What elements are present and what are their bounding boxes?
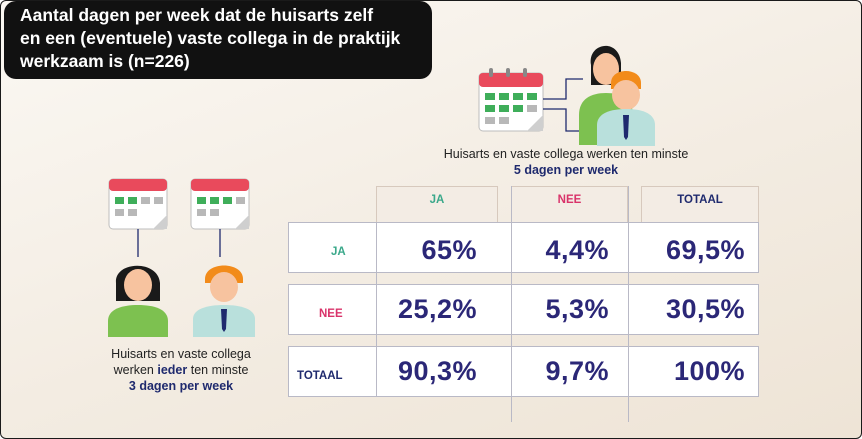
calendar-icon xyxy=(108,178,168,230)
top-caption-line-2: 5 dagen per week xyxy=(513,163,619,177)
top-caption-line-1: Huisarts en vaste collega werken ten min… xyxy=(443,147,689,161)
column-header-nee-label: NEE xyxy=(557,194,582,206)
left-caption-post: ten minste xyxy=(187,363,249,377)
top-caption: Huisarts en vaste collega werken ten min… xyxy=(441,146,691,178)
male-doctor-icon xyxy=(597,71,655,146)
connector-line xyxy=(543,78,583,100)
column-header-ja-label: JA xyxy=(429,194,445,206)
doctors-two-calendars-illustration xyxy=(108,178,255,337)
column-divider xyxy=(628,186,629,422)
cell-ja-totaal: 69,5% xyxy=(665,235,745,265)
table-row-nee xyxy=(288,284,759,335)
cell-totaal-totaal: 100% xyxy=(673,356,745,386)
row-label-nee: NEE xyxy=(319,308,343,320)
title-line-2: en een (eventuele) vaste collega in de p… xyxy=(20,28,401,48)
female-doctor-icon xyxy=(108,265,168,337)
column-header-totaal-label: TOTAAL xyxy=(677,194,723,206)
calendar-icon xyxy=(478,68,544,132)
table-row-ja xyxy=(288,222,759,273)
doctors-calendar-illustration xyxy=(478,45,655,146)
cell-ja-nee: 4,4% xyxy=(545,235,609,265)
left-caption-line-1: Huisarts en vaste collega xyxy=(111,347,251,361)
table-row-totaal xyxy=(288,346,759,397)
column-divider xyxy=(376,222,377,397)
male-doctor-icon xyxy=(193,265,255,337)
left-caption: Huisarts en vaste collega werken ieder t… xyxy=(91,346,271,394)
cell-totaal-nee: 9,7% xyxy=(545,356,609,386)
row-label-totaal: TOTAAL xyxy=(297,370,343,382)
left-caption-emphasis: ieder xyxy=(157,363,188,377)
title-line-1: Aantal dagen per week dat de huisarts ze… xyxy=(20,5,374,25)
left-caption-line-3: 3 dagen per week xyxy=(128,379,234,393)
cell-totaal-ja: 90,3% xyxy=(397,356,477,386)
title-line-3: werkzaam is (n=226) xyxy=(20,51,190,71)
cell-ja-ja: 65% xyxy=(421,235,477,265)
row-label-ja: JA xyxy=(331,246,346,258)
calendar-icon xyxy=(190,178,250,230)
cell-nee-nee: 5,3% xyxy=(545,294,609,324)
cell-nee-ja: 25,2% xyxy=(397,294,477,324)
left-caption-pre: werken xyxy=(113,363,158,377)
column-divider xyxy=(511,186,512,422)
cell-nee-totaal: 30,5% xyxy=(665,294,745,324)
title-box: Aantal dagen per week dat de huisarts ze… xyxy=(4,1,432,79)
left-caption-line-2: werken ieder ten minste xyxy=(91,362,271,378)
